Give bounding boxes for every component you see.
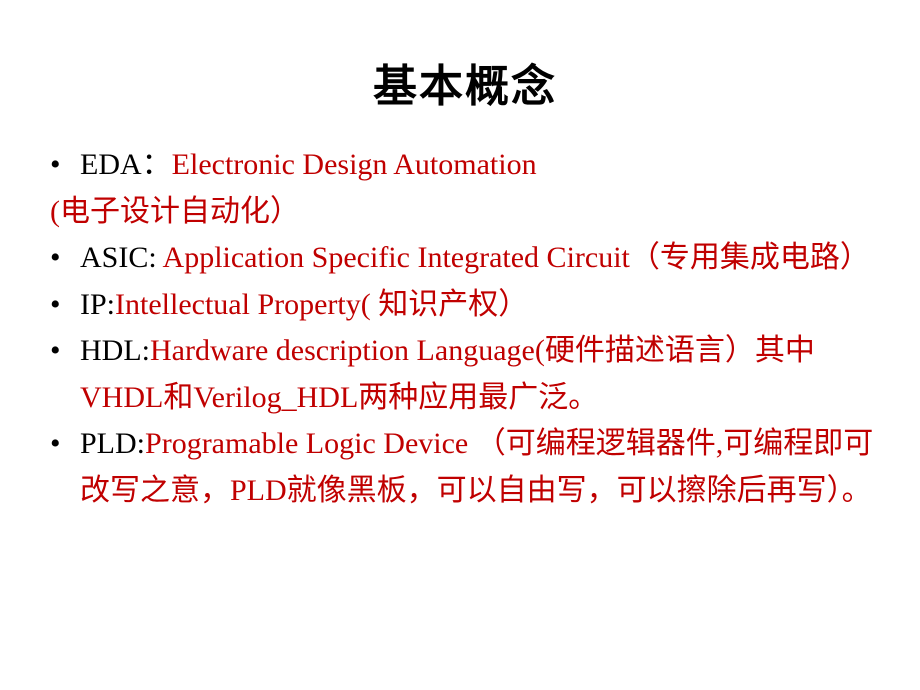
bullet-icon: • <box>50 282 80 329</box>
item-eda-text: EDA：Electronic Design Automation <box>80 142 880 189</box>
item-hdl: • HDL:Hardware description Language(硬件描述… <box>50 328 880 421</box>
hdl-expansion: Hardware description Language(硬件描述语言）其中V… <box>80 334 815 414</box>
slide: 基本概念 • EDA：Electronic Design Automation … <box>0 0 920 690</box>
pld-expansion: Programable Logic Device （可编程逻辑器件,可编程即可改… <box>80 427 873 507</box>
pld-label: PLD: <box>80 427 145 460</box>
bullet-icon: • <box>50 142 80 189</box>
slide-title: 基本概念 <box>50 50 880 114</box>
item-hdl-text: HDL:Hardware description Language(硬件描述语言… <box>80 328 880 421</box>
item-pld: • PLD:Programable Logic Device （可编程逻辑器件,… <box>50 421 880 514</box>
eda-expansion: Electronic Design Automation <box>172 148 537 181</box>
item-ip-text: IP:Intellectual Property( 知识产权） <box>80 282 880 329</box>
asic-expansion: Application Specific Integrated Circuit（… <box>157 241 870 274</box>
item-eda: • EDA：Electronic Design Automation <box>50 142 880 189</box>
ip-label: IP: <box>80 288 115 321</box>
eda-label: EDA： <box>80 148 172 181</box>
hdl-label: HDL: <box>80 334 150 367</box>
asic-label: ASIC: <box>80 241 157 274</box>
eda-translation: (电子设计自动化） <box>50 189 880 236</box>
ip-expansion: Intellectual Property( 知识产权） <box>115 288 528 321</box>
bullet-icon: • <box>50 235 80 282</box>
item-ip: • IP:Intellectual Property( 知识产权） <box>50 282 880 329</box>
bullet-icon: • <box>50 421 80 468</box>
item-asic-text: ASIC: Application Specific Integrated Ci… <box>80 235 880 282</box>
slide-body: • EDA：Electronic Design Automation (电子设计… <box>50 142 880 514</box>
item-asic: • ASIC: Application Specific Integrated … <box>50 235 880 282</box>
item-pld-text: PLD:Programable Logic Device （可编程逻辑器件,可编… <box>80 421 880 514</box>
bullet-icon: • <box>50 328 80 375</box>
